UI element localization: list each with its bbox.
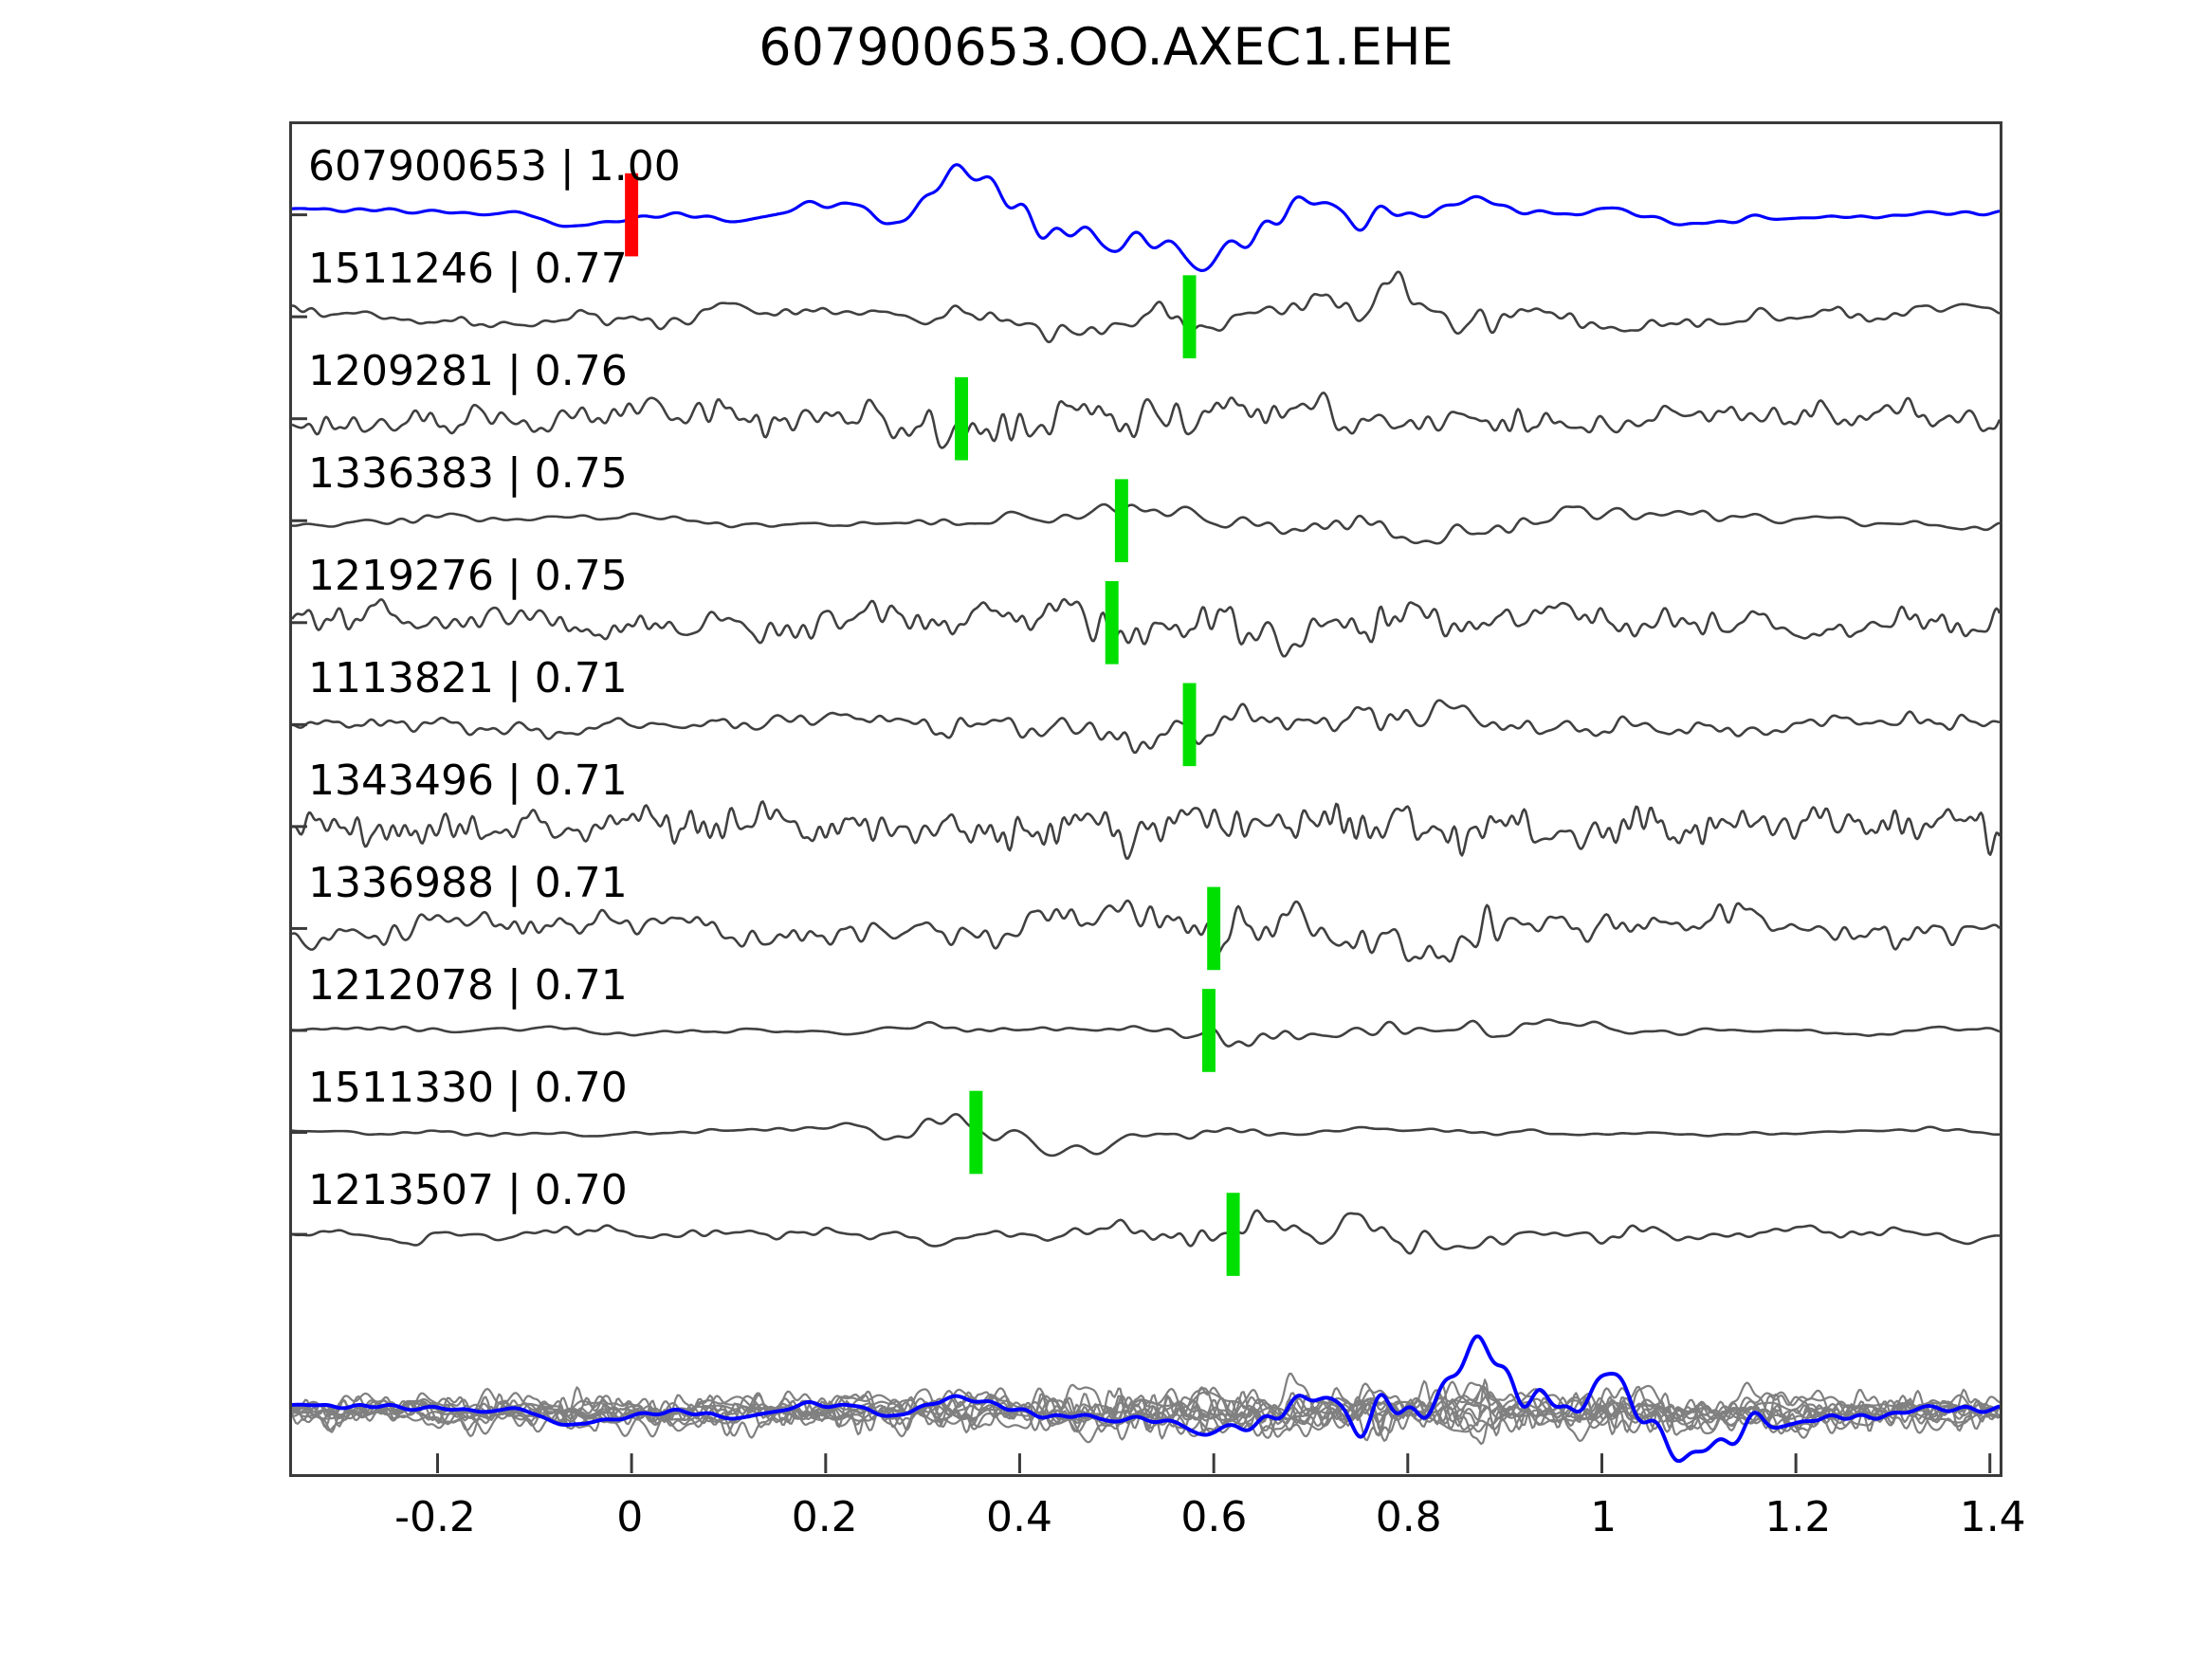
trace-label-1212078: 1212078 | 0.71 bbox=[308, 961, 628, 1010]
trace-line bbox=[292, 502, 2000, 545]
page-title: 607900653.OO.AXEC1.EHE bbox=[759, 17, 1453, 77]
trace-line bbox=[292, 699, 2000, 755]
trace-1219276 bbox=[292, 580, 2000, 665]
trace-line bbox=[292, 597, 2000, 658]
trace-1343496 bbox=[292, 800, 2000, 860]
pick-marker[interactable] bbox=[1105, 580, 1119, 665]
pick-marker[interactable] bbox=[1182, 683, 1197, 767]
stack-overlay-panel bbox=[292, 1334, 2000, 1464]
trace-label-1343496: 1343496 | 0.71 bbox=[308, 757, 628, 805]
trace-1336988 bbox=[292, 886, 2000, 971]
x-tick-label: 0.4 bbox=[986, 1493, 1052, 1541]
trace-1511246 bbox=[292, 270, 2000, 358]
trace-label-1113821: 1113821 | 0.71 bbox=[308, 654, 628, 702]
trace-label-1219276: 1219276 | 0.75 bbox=[308, 552, 628, 600]
trace-label-1336383: 1336383 | 0.75 bbox=[308, 449, 628, 498]
pick-marker[interactable] bbox=[625, 173, 639, 257]
trace-1209281 bbox=[292, 376, 2000, 461]
x-tick-label: 1.4 bbox=[1959, 1493, 2026, 1541]
stack-gray-trace bbox=[292, 1392, 2000, 1433]
trace-line bbox=[292, 392, 2000, 449]
trace-1511330 bbox=[292, 1090, 2000, 1175]
trace-line bbox=[292, 163, 2000, 272]
waveform-canvas bbox=[292, 163, 2000, 1474]
trace-1113821 bbox=[292, 683, 2000, 767]
trace-label-1511330: 1511330 | 0.70 bbox=[308, 1064, 628, 1112]
pick-marker[interactable] bbox=[969, 1090, 983, 1175]
trace-line bbox=[292, 800, 2000, 860]
pick-marker[interactable] bbox=[1226, 1193, 1240, 1276]
stack-template-trace bbox=[292, 1334, 2000, 1464]
trace-label-1209281: 1209281 | 0.76 bbox=[308, 347, 628, 395]
trace-line bbox=[292, 1113, 2000, 1158]
x-tick-label: 0.2 bbox=[791, 1493, 858, 1541]
trace-label-607900653: 607900653 | 1.00 bbox=[308, 142, 681, 191]
trace-line bbox=[292, 270, 2000, 344]
x-tick-label: -0.2 bbox=[394, 1493, 476, 1541]
trace-label-1511246: 1511246 | 0.77 bbox=[308, 245, 628, 293]
trace-line bbox=[292, 899, 2000, 963]
trace-1212078 bbox=[292, 989, 2000, 1072]
stack-gray-trace bbox=[292, 1381, 2000, 1446]
trace-line bbox=[292, 1018, 2000, 1048]
trace-1336383 bbox=[292, 479, 2000, 563]
pick-marker[interactable] bbox=[1207, 886, 1221, 971]
waveform-axes bbox=[289, 121, 2002, 1477]
stack-gray-trace bbox=[292, 1388, 2000, 1439]
trace-label-1213507: 1213507 | 0.70 bbox=[308, 1166, 628, 1214]
pick-marker[interactable] bbox=[955, 376, 969, 461]
x-tick-label: 0.8 bbox=[1375, 1493, 1442, 1541]
trace-label-1336988: 1336988 | 0.71 bbox=[308, 859, 628, 907]
x-axis-tick-labels: -0.2 0 0.2 0.4 0.6 0.8 1 1.2 1.4 bbox=[289, 1493, 2026, 1559]
pick-marker[interactable] bbox=[1182, 275, 1197, 358]
x-tick-label: 1 bbox=[1590, 1493, 1618, 1541]
x-tick-label: 0 bbox=[616, 1493, 644, 1541]
trace-line bbox=[292, 1209, 2000, 1255]
pick-marker[interactable] bbox=[1202, 989, 1216, 1072]
trace-1213507 bbox=[292, 1193, 2000, 1276]
x-tick-label: 1.2 bbox=[1764, 1493, 1832, 1541]
trace-607900653 bbox=[292, 163, 2000, 272]
x-tick-label: 0.6 bbox=[1180, 1493, 1248, 1541]
pick-marker[interactable] bbox=[1114, 479, 1128, 563]
